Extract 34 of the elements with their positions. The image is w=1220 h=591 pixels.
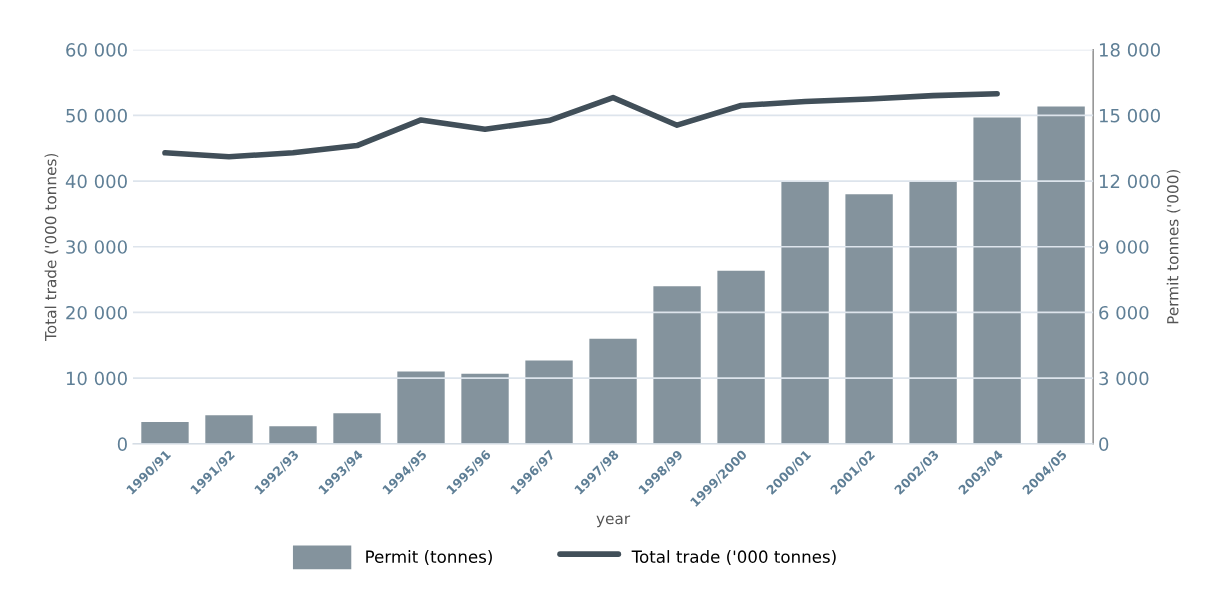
y-tick-label: 60 000 xyxy=(66,43,127,57)
y2-tick-label: 3 000 xyxy=(1099,371,1149,386)
y-axis-title: Total trade ('000 tonnes) xyxy=(44,153,59,341)
bar xyxy=(1037,106,1085,444)
y-tick-label: 40 000 xyxy=(65,174,127,189)
bar xyxy=(653,286,701,444)
y-tick-label: 20 000 xyxy=(66,305,127,320)
bar xyxy=(525,360,573,444)
bar xyxy=(269,426,317,444)
bar xyxy=(461,373,509,444)
bar xyxy=(717,270,765,444)
bar xyxy=(333,413,381,444)
bar xyxy=(589,338,637,444)
y2-tick-label: 12 000 xyxy=(1099,174,1160,189)
y-tick-label: 0 xyxy=(117,437,127,451)
bar xyxy=(909,181,957,444)
y-tick-label: 30 000 xyxy=(66,240,127,254)
y2-tick-label: 6 000 xyxy=(1099,305,1149,320)
y2-axis-title: Permit tonnes ('000) xyxy=(1166,169,1181,324)
y2-tick-label: 9 000 xyxy=(1099,240,1149,254)
bar xyxy=(781,181,829,444)
x-axis-title: year xyxy=(596,515,631,528)
y-tick-label: 50 000 xyxy=(66,108,127,123)
y2-tick-label: 18 000 xyxy=(1099,43,1160,57)
bar xyxy=(973,117,1021,444)
y2-tick-label: 0 xyxy=(1099,437,1109,451)
legend-label: Permit (tonnes) xyxy=(366,550,492,565)
y-tick-label: 10 000 xyxy=(66,371,127,386)
bar xyxy=(845,194,893,444)
bar xyxy=(141,421,189,444)
bar xyxy=(397,371,445,444)
y2-tick-label: 15 000 xyxy=(1099,108,1160,123)
legend-label: Total trade ('000 tonnes) xyxy=(631,550,836,565)
bar xyxy=(205,415,253,444)
